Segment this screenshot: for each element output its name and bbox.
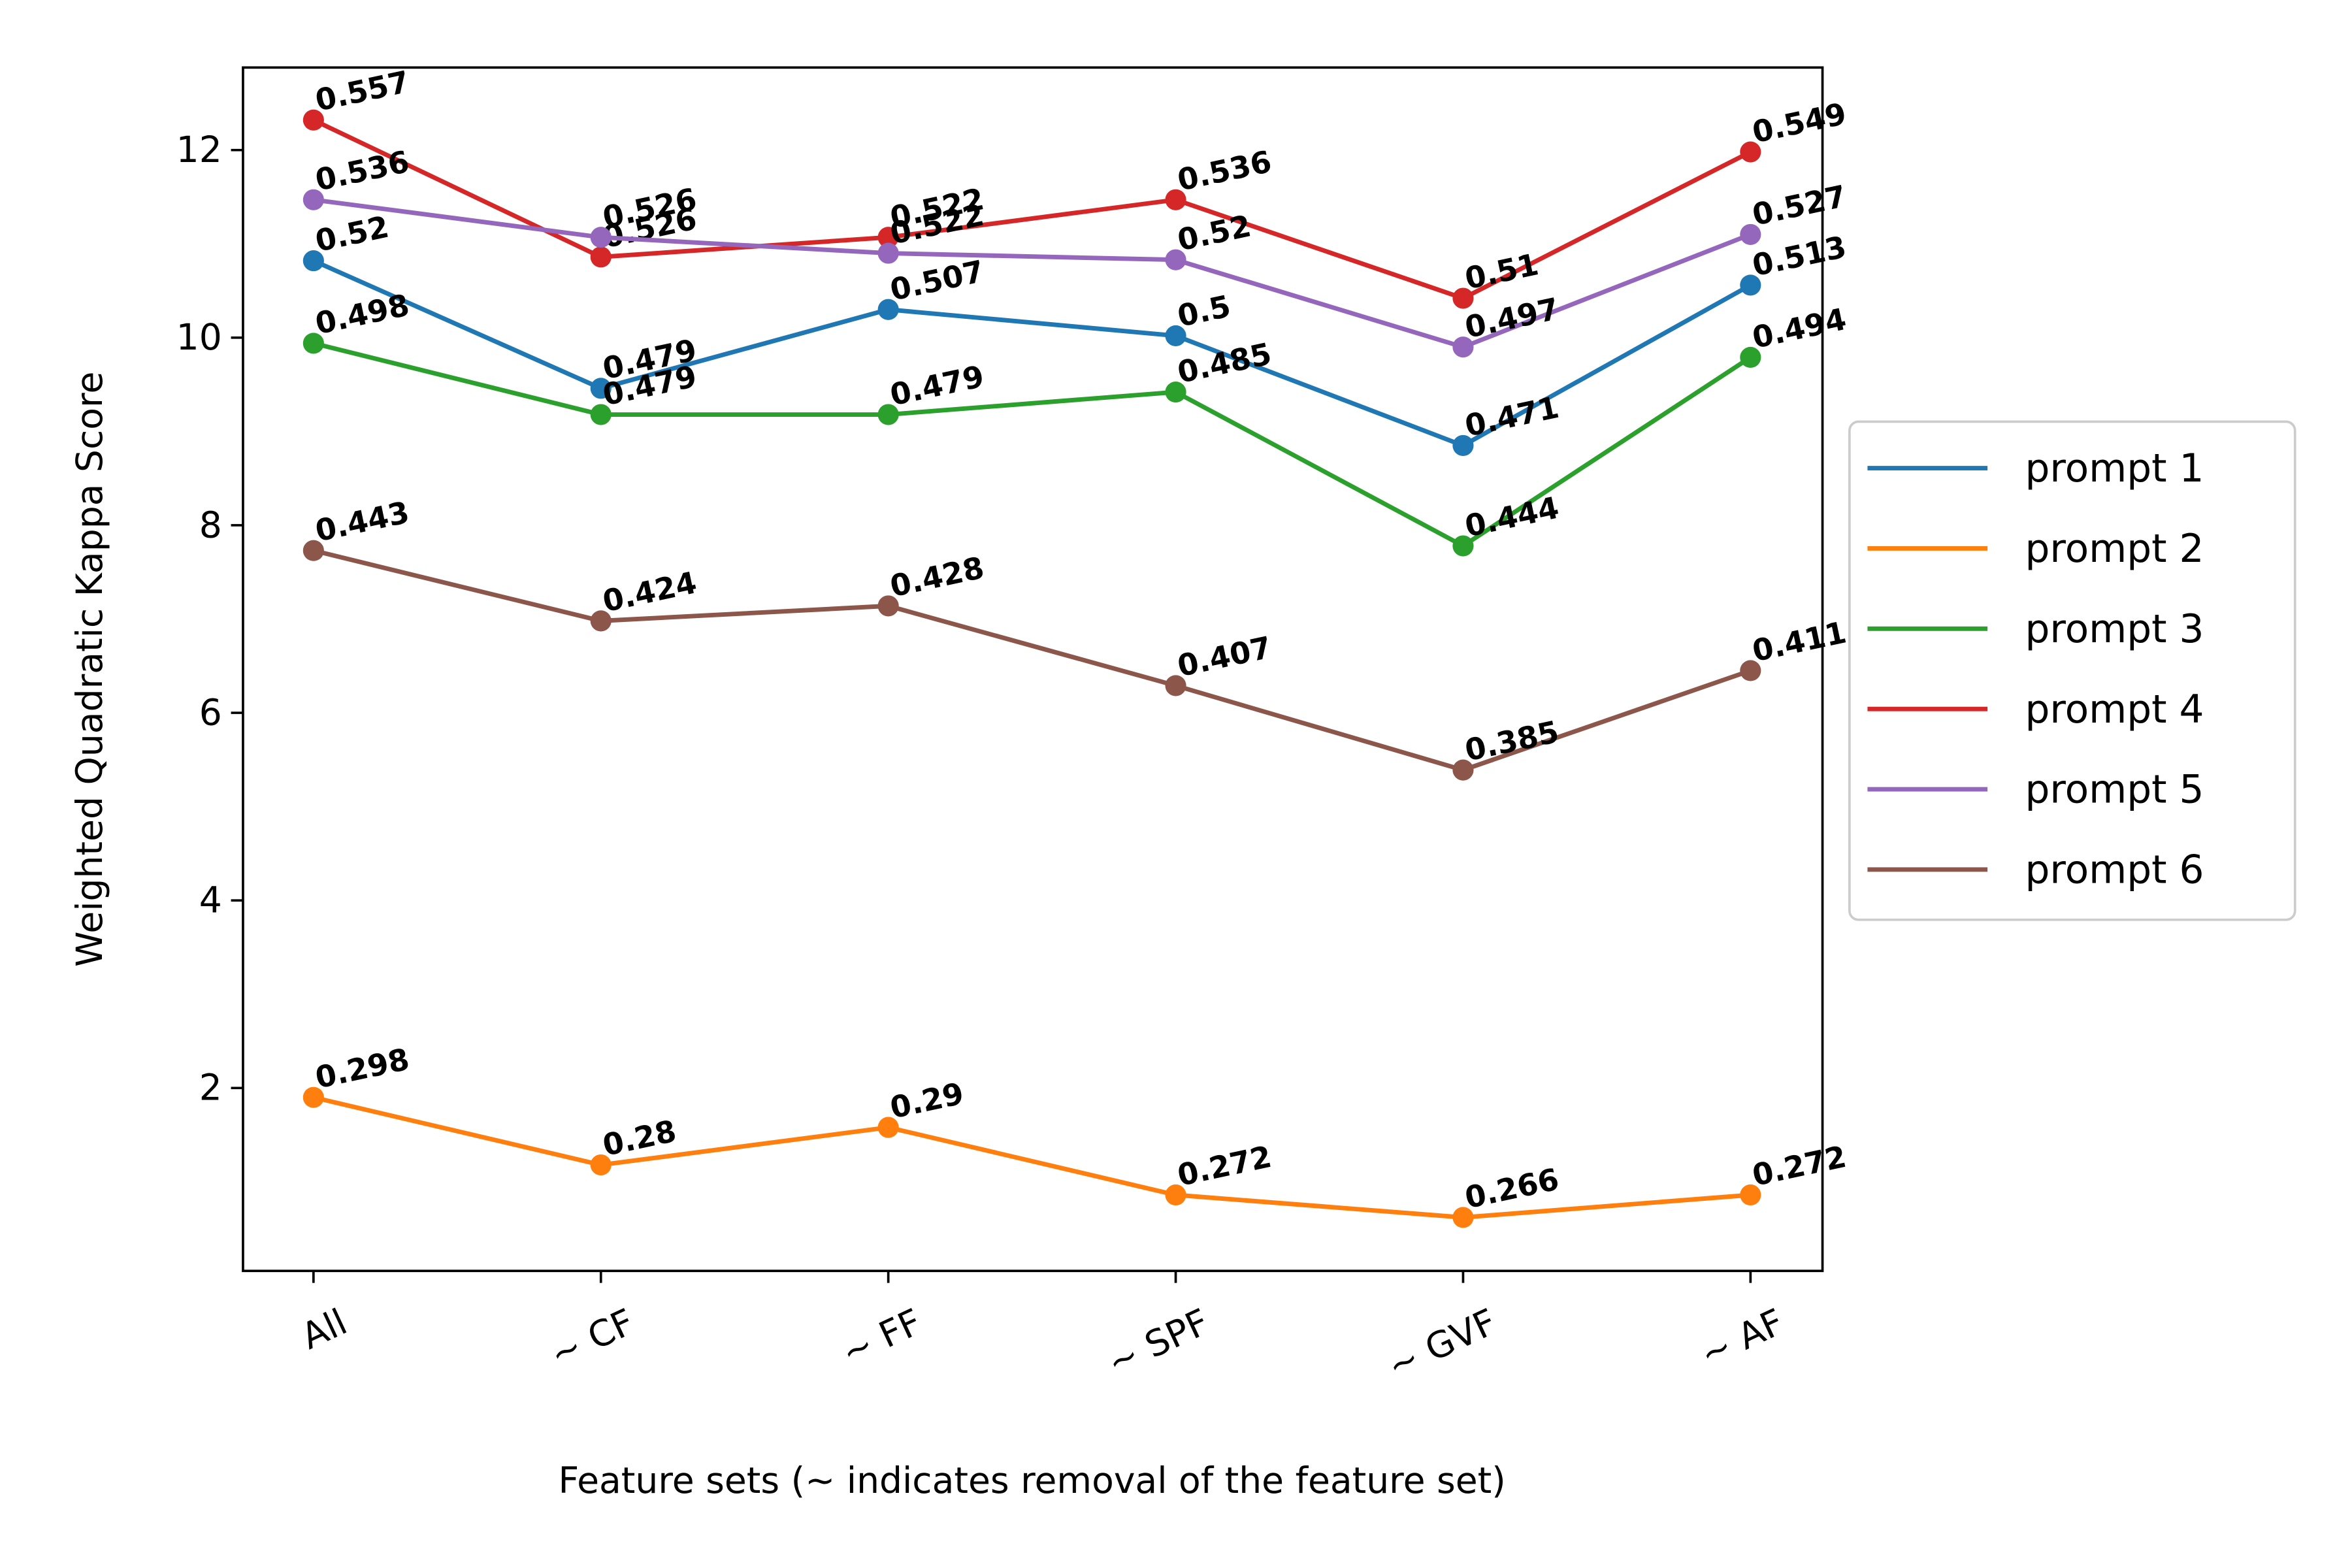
point-annotation: 0.411 <box>1749 614 1849 668</box>
data-point <box>302 250 324 272</box>
y-tick-label: 12 <box>176 129 222 171</box>
point-annotation: 0.266 <box>1462 1161 1561 1215</box>
data-point <box>302 1086 324 1108</box>
data-point <box>877 227 899 248</box>
legend-label: prompt 5 <box>2025 768 2204 813</box>
x-tick-label: ~ AF <box>1693 1301 1790 1375</box>
data-point <box>1740 141 1761 163</box>
series-line <box>313 341 1752 549</box>
data-point <box>302 540 324 561</box>
data-point <box>1452 434 1474 456</box>
y-tick-label: 6 <box>199 691 222 733</box>
y-tick-label: 8 <box>199 504 222 546</box>
data-point <box>877 299 899 320</box>
point-annotation: 0.497 <box>1462 291 1561 345</box>
data-point <box>1740 274 1761 296</box>
point-annotation: 0.272 <box>1174 1139 1274 1193</box>
data-point <box>302 333 324 354</box>
point-annotation: 0.485 <box>1174 336 1274 390</box>
point-annotation: 0.51 <box>1462 246 1541 296</box>
series-line <box>312 258 1752 448</box>
point-annotation: 0.424 <box>600 564 700 619</box>
point-annotation: 0.5 <box>1174 288 1233 334</box>
point-annotation: 0.52 <box>1174 208 1254 257</box>
point-annotation: 0.536 <box>312 144 412 198</box>
point-annotation: 0.298 <box>312 1041 412 1096</box>
data-point <box>1452 287 1474 309</box>
point-annotation: 0.536 <box>1174 144 1274 198</box>
legend-label: prompt 6 <box>2025 848 2204 893</box>
data-point <box>1165 325 1186 347</box>
point-annotation: 0.444 <box>1462 489 1561 544</box>
point-annotation: 0.513 <box>1749 229 1849 283</box>
data-point <box>590 610 612 632</box>
data-point <box>877 595 899 617</box>
series-line <box>313 1095 1751 1220</box>
data-point <box>1452 336 1474 358</box>
x-tick-label: ~ CF <box>544 1301 640 1376</box>
point-annotation: 0.29 <box>887 1075 967 1125</box>
data-point <box>1740 223 1761 245</box>
data-point <box>1740 1184 1761 1206</box>
x-tick-label: ~ SPF <box>1101 1301 1215 1384</box>
data-point <box>590 404 612 425</box>
data-point <box>590 227 612 248</box>
point-annotation: 0.52 <box>312 209 392 259</box>
data-point <box>1165 249 1186 270</box>
data-point <box>302 189 324 210</box>
data-point <box>1165 382 1186 403</box>
point-annotation: 0.527 <box>1749 178 1849 233</box>
data-point <box>877 404 899 425</box>
point-annotation: 0.272 <box>1749 1139 1849 1193</box>
point-annotation: 0.494 <box>1749 301 1849 355</box>
y-tick-label: 2 <box>199 1067 222 1109</box>
series-line <box>313 197 1752 350</box>
series-line <box>313 548 1752 773</box>
x-tick-label: ~ FF <box>835 1301 928 1374</box>
data-point <box>590 378 612 399</box>
legend-label: prompt 3 <box>2025 607 2204 652</box>
data-point <box>1165 675 1186 696</box>
y-tick-label: 10 <box>176 316 222 358</box>
data-point <box>1452 759 1474 781</box>
data-point <box>302 109 324 131</box>
data-point <box>590 1154 612 1176</box>
point-annotation: 0.479 <box>887 358 987 412</box>
legend-label: prompt 4 <box>2025 687 2204 732</box>
data-point <box>877 242 899 264</box>
x-axis-label: Feature sets (~ indicates removal of the… <box>558 1460 1505 1501</box>
data-point <box>877 1117 899 1138</box>
data-point <box>1165 189 1186 210</box>
data-point <box>1452 1207 1474 1228</box>
data-point <box>590 246 612 268</box>
legend-box <box>1848 420 2296 921</box>
point-annotation: 0.407 <box>1174 629 1274 683</box>
y-tick-label: 4 <box>199 879 222 921</box>
point-annotation: 0.443 <box>312 495 412 549</box>
legend-label: prompt 1 <box>2025 446 2204 491</box>
point-annotation: 0.549 <box>1749 96 1849 150</box>
y-axis-label: Weighted Quadratic Kappa Score <box>69 372 110 967</box>
data-point <box>1452 535 1474 557</box>
x-tick-label: All <box>295 1301 353 1358</box>
series-line <box>312 118 1752 301</box>
data-point <box>1740 660 1761 681</box>
point-annotation: 0.557 <box>312 64 412 118</box>
x-tick-label: ~ GVF <box>1381 1301 1503 1387</box>
point-annotation: 0.471 <box>1462 389 1561 444</box>
point-annotation: 0.428 <box>887 549 987 604</box>
point-annotation: 0.385 <box>1462 714 1561 768</box>
data-point <box>1165 1184 1186 1206</box>
plot-frame <box>242 66 1824 1273</box>
point-annotation: 0.507 <box>887 253 987 308</box>
legend-label: prompt 2 <box>2025 527 2204 572</box>
point-annotation: 0.498 <box>312 287 412 341</box>
data-point <box>1740 346 1761 368</box>
